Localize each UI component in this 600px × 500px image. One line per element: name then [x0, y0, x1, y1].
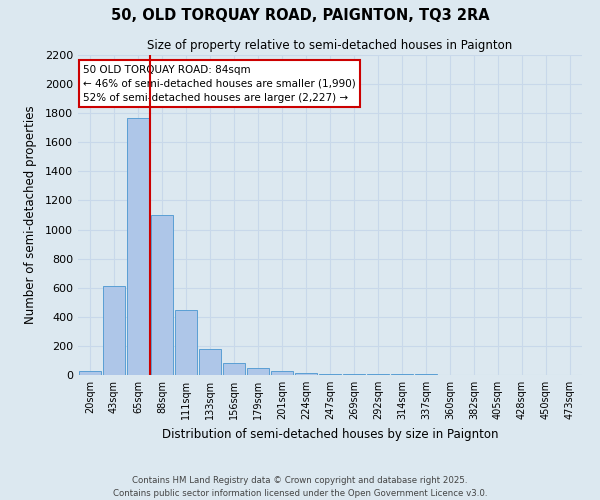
Text: 50, OLD TORQUAY ROAD, PAIGNTON, TQ3 2RA: 50, OLD TORQUAY ROAD, PAIGNTON, TQ3 2RA	[110, 8, 490, 22]
Bar	[199, 349, 221, 375]
Bar	[79, 370, 101, 375]
Text: 50 OLD TORQUAY ROAD: 84sqm
← 46% of semi-detached houses are smaller (1,990)
52%: 50 OLD TORQUAY ROAD: 84sqm ← 46% of semi…	[83, 64, 356, 102]
X-axis label: Distribution of semi-detached houses by size in Paignton: Distribution of semi-detached houses by …	[162, 428, 498, 440]
Bar	[175, 310, 197, 375]
Bar	[247, 368, 269, 375]
Bar	[319, 374, 341, 375]
Bar	[391, 374, 413, 375]
Bar	[415, 374, 437, 375]
Text: Contains HM Land Registry data © Crown copyright and database right 2025.
Contai: Contains HM Land Registry data © Crown c…	[113, 476, 487, 498]
Bar	[271, 370, 293, 375]
Bar	[367, 374, 389, 375]
Bar	[103, 286, 125, 375]
Bar	[127, 118, 149, 375]
Bar	[223, 362, 245, 375]
Bar	[151, 215, 173, 375]
Bar	[295, 373, 317, 375]
Y-axis label: Number of semi-detached properties: Number of semi-detached properties	[23, 106, 37, 324]
Bar	[343, 374, 365, 375]
Title: Size of property relative to semi-detached houses in Paignton: Size of property relative to semi-detach…	[148, 40, 512, 52]
